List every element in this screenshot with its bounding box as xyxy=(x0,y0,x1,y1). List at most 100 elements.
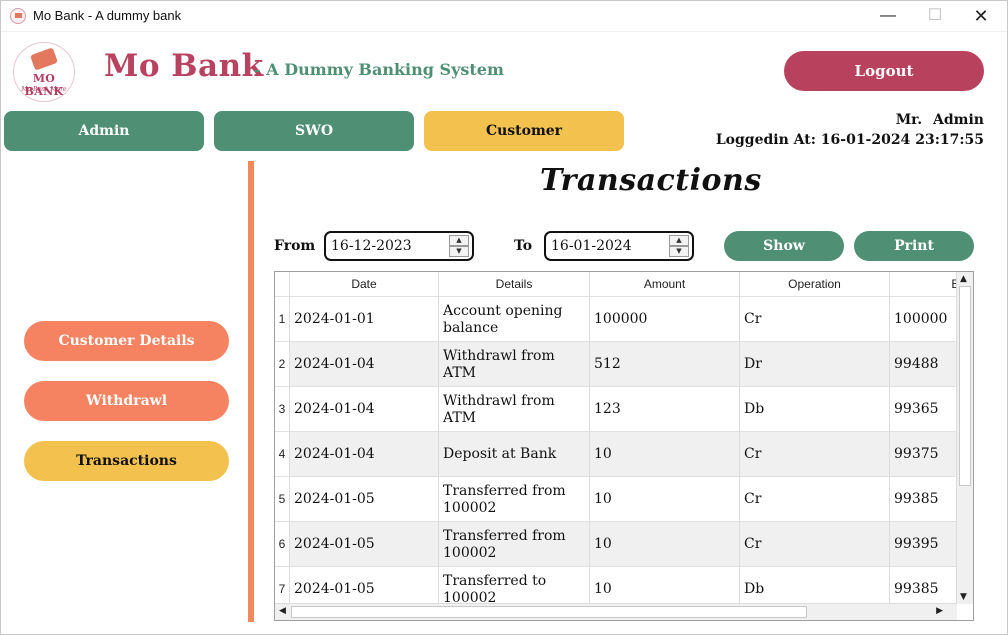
table-row[interactable]: 5 2024-01-05 Transferred from 100002 10 … xyxy=(275,476,957,522)
cell-operation: Cr xyxy=(740,522,890,567)
minimize-icon[interactable]: — xyxy=(880,7,896,24)
cell-amount: 123 xyxy=(590,387,740,432)
cell-balance: 99365 xyxy=(894,401,939,417)
login-timestamp: Loggedin At: 16-01-2024 23:17:55 xyxy=(715,132,984,148)
table-row[interactable]: 6 2024-01-05 Transferred from 100002 10 … xyxy=(275,521,957,567)
cell-details: Account opening balance xyxy=(439,297,590,342)
to-date-field[interactable]: 16-01-2024 ▲ ▼ xyxy=(544,231,694,261)
cell-amount: 10 xyxy=(590,567,740,612)
scroll-left-icon[interactable]: ◀ xyxy=(279,606,286,616)
show-button[interactable]: Show xyxy=(724,231,844,261)
cell-date: 2024-01-04 xyxy=(290,432,439,477)
horizontal-scrollbar[interactable]: ◀ ▶ xyxy=(275,603,957,620)
scroll-up-icon[interactable]: ▲ xyxy=(960,274,967,284)
maximize-icon[interactable]: ☐ xyxy=(927,7,943,24)
cell-balance: 99395 xyxy=(894,536,939,552)
cell-balance: 99385 xyxy=(894,491,939,507)
table-row[interactable]: 7 2024-01-05 Transferred to 100002 10 Db… xyxy=(275,566,957,612)
from-label: From xyxy=(274,238,316,254)
row-number-header xyxy=(275,272,290,296)
vertical-scroll-thumb[interactable] xyxy=(959,286,971,486)
logout-button[interactable]: Logout xyxy=(784,51,984,91)
window-title: Mo Bank - A dummy bank xyxy=(33,8,182,23)
cell-amount: 100000 xyxy=(590,297,740,342)
table-row[interactable]: 4 2024-01-04 Deposit at Bank 10 Cr 99375 xyxy=(275,431,957,477)
cell-amount: 10 xyxy=(590,432,740,477)
cell-details: Transferred to 100002 xyxy=(439,567,590,612)
table-row[interactable]: 2 2024-01-04 Withdrawl from ATM 512 Dr 9… xyxy=(275,341,957,387)
cell-details: Transferred from 100002 xyxy=(439,477,590,522)
logo-card-icon xyxy=(29,47,59,71)
cell-date: 2024-01-04 xyxy=(290,387,439,432)
spin-down-icon[interactable]: ▼ xyxy=(669,246,689,257)
to-label: To xyxy=(514,238,533,254)
tab-customer[interactable]: Customer xyxy=(424,111,624,151)
scroll-right-icon[interactable]: ▶ xyxy=(936,606,943,616)
print-button[interactable]: Print xyxy=(854,231,974,261)
cell-operation: Dr xyxy=(740,342,890,387)
row-number: 4 xyxy=(275,432,290,477)
logo-text: MO BANK xyxy=(24,72,64,98)
tab-admin[interactable]: Admin xyxy=(4,111,204,151)
row-number: 5 xyxy=(275,477,290,522)
cell-details: Deposit at Bank xyxy=(439,432,590,477)
cell-date: 2024-01-05 xyxy=(290,567,439,612)
brand-tagline: - A Dummy Banking System xyxy=(254,60,504,79)
row-number: 2 xyxy=(275,342,290,387)
cell-details: Transferred from 100002 xyxy=(439,522,590,567)
brand-title: Mo Bank xyxy=(104,48,264,84)
cell-date: 2024-01-05 xyxy=(290,522,439,567)
sidebar-divider xyxy=(248,161,254,622)
user-name: Mr. Admin xyxy=(895,112,984,128)
cell-date: 2024-01-05 xyxy=(290,477,439,522)
cell-operation: Cr xyxy=(740,297,890,342)
row-number: 3 xyxy=(275,387,290,432)
cell-amount: 10 xyxy=(590,522,740,567)
sidebar-item-customer-details[interactable]: Customer Details xyxy=(24,321,229,361)
spin-down-icon[interactable]: ▼ xyxy=(449,246,469,257)
page-title: Transactions xyxy=(540,163,762,198)
to-date-spinner[interactable]: ▲ ▼ xyxy=(669,235,689,257)
app-icon xyxy=(10,8,26,24)
to-date-value: 16-01-2024 xyxy=(551,238,632,254)
column-header-operation[interactable]: Operation xyxy=(740,272,890,296)
cell-details: Withdrawl from ATM xyxy=(439,387,590,432)
close-icon[interactable]: ✕ xyxy=(973,6,989,26)
bank-logo: MO BANK Mo Bank More xyxy=(13,42,75,102)
tab-swo[interactable]: SWO xyxy=(214,111,414,151)
cell-amount: 512 xyxy=(590,342,740,387)
table-row[interactable]: 3 2024-01-04 Withdrawl from ATM 123 Db 9… xyxy=(275,386,957,432)
horizontal-scroll-thumb[interactable] xyxy=(291,606,807,618)
logo-subtext: Mo Bank More xyxy=(21,86,67,93)
table-header: Date Details Amount Operation Ba xyxy=(275,272,966,296)
row-number: 7 xyxy=(275,567,290,612)
window-titlebar: Mo Bank - A dummy bank — ☐ ✕ xyxy=(0,0,1008,32)
cell-date: 2024-01-01 xyxy=(290,297,439,342)
cell-date: 2024-01-04 xyxy=(290,342,439,387)
cell-balance: 100000 xyxy=(894,311,948,327)
cell-amount: 10 xyxy=(590,477,740,522)
transactions-table[interactable]: Date Details Amount Operation Ba 1 2024-… xyxy=(274,271,974,621)
spin-up-icon[interactable]: ▲ xyxy=(449,235,469,246)
spin-up-icon[interactable]: ▲ xyxy=(669,235,689,246)
cell-balance: 99375 xyxy=(894,446,939,462)
row-number: 6 xyxy=(275,522,290,567)
cell-operation: Db xyxy=(740,387,890,432)
row-number: 1 xyxy=(275,297,290,342)
cell-details: Withdrawl from ATM xyxy=(439,342,590,387)
cell-operation: Cr xyxy=(740,477,890,522)
from-date-field[interactable]: 16-12-2023 ▲ ▼ xyxy=(324,231,474,261)
sidebar-item-withdrawl[interactable]: Withdrawl xyxy=(24,381,229,421)
column-header-details[interactable]: Details xyxy=(439,272,590,296)
scroll-down-icon[interactable]: ▼ xyxy=(960,592,967,602)
column-header-date[interactable]: Date xyxy=(290,272,439,296)
from-date-value: 16-12-2023 xyxy=(331,238,412,254)
column-header-amount[interactable]: Amount xyxy=(590,272,740,296)
cell-operation: Cr xyxy=(740,432,890,477)
from-date-spinner[interactable]: ▲ ▼ xyxy=(449,235,469,257)
cell-balance: 99488 xyxy=(894,356,939,372)
cell-balance: 99385 xyxy=(894,581,939,597)
vertical-scrollbar[interactable]: ▲ ▼ xyxy=(956,272,973,604)
sidebar-item-transactions[interactable]: Transactions xyxy=(24,441,229,481)
table-row[interactable]: 1 2024-01-01 Account opening balance 100… xyxy=(275,296,957,342)
